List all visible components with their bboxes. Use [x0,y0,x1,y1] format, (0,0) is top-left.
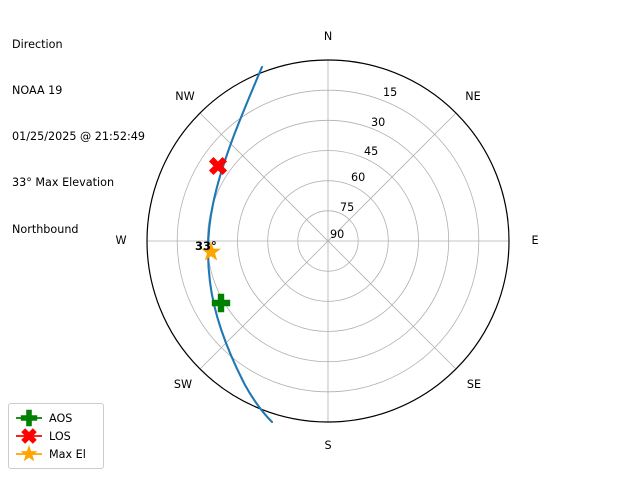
compass-label-n: N [324,30,332,43]
ground-track-path [206,65,274,424]
title-line-satellite: NOAA 19 [12,84,63,98]
aos-marker [211,293,231,313]
grid-spoke-ne-sw [199,112,457,370]
max-el-annotation-label: 33° [195,239,217,253]
title-line-direction: Direction [12,37,63,51]
legend-label-max-el: Max El [49,447,86,461]
max-el-marker [201,241,221,261]
legend-item-max-el: Max El [14,445,97,463]
r-tick-label-90: 90 [330,228,344,241]
r-tick-label-60: 60 [351,171,365,184]
title-line-timestamp: 01/25/2025 @ 21:52:49 [12,130,146,144]
page-title: Direction NOAA 19 01/25/2025 @ 21:52:49 … [12,6,145,268]
legend-item-los: LOS [14,427,97,445]
r-tick-label-45: 45 [364,145,378,158]
compass-label-sw: SW [174,378,192,391]
r-tick-label-30: 30 [371,116,385,129]
los-marker [208,156,228,176]
los-legend-icon [14,427,44,445]
compass-label-ne: NE [465,90,480,103]
legend-label-aos: AOS [49,411,73,425]
compass-label-se: SE [467,378,481,391]
title-line-max-elevation: 33° Max Elevation [12,176,115,190]
r-tick-label-75: 75 [340,201,354,214]
legend-label-los: LOS [49,429,71,443]
polar-grid [147,60,509,422]
title-line-pass-direction: Northbound [12,222,79,236]
compass-label-nw: NW [175,90,194,103]
legend-item-aos: AOS [14,409,97,427]
aos-legend-icon [14,409,44,427]
compass-label-e: E [531,234,538,247]
horizon-circle [146,59,510,423]
legend: AOS LOS Max El [8,403,104,469]
r-tick-label-15: 15 [383,86,397,99]
max-el-legend-icon [14,445,44,463]
compass-label-s: S [324,439,331,452]
compass-label-w: W [115,234,126,247]
